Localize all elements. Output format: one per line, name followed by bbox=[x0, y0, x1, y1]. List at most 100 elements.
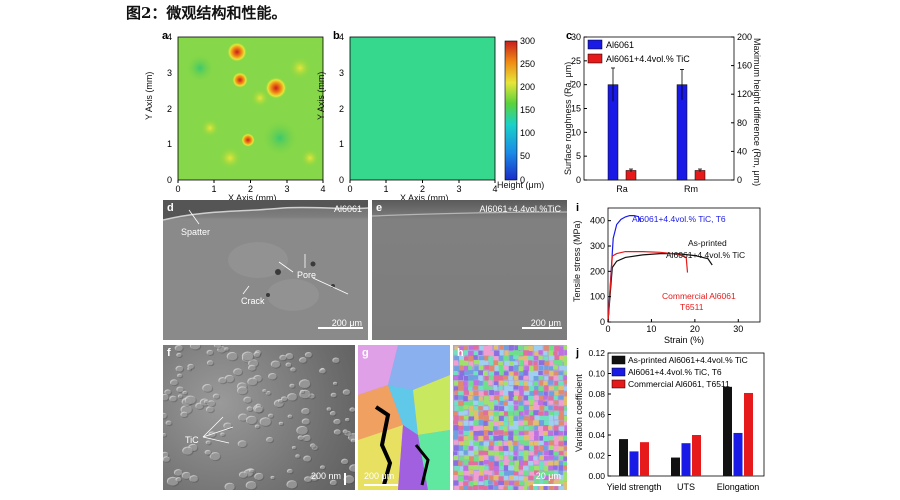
tic-particle bbox=[170, 379, 178, 386]
ebsd-grain bbox=[473, 360, 480, 365]
svg-text:1: 1 bbox=[211, 184, 216, 194]
panel-j-ytick-label: 0.04 bbox=[588, 430, 605, 440]
ebsd-grain bbox=[494, 371, 500, 377]
ebsd-grain bbox=[549, 345, 554, 352]
ebsd-grain bbox=[513, 400, 519, 405]
panel-h-scalebar: 20 μm bbox=[535, 471, 561, 481]
ebsd-grain bbox=[514, 365, 520, 371]
ebsd-grain bbox=[558, 420, 565, 426]
ebsd-grain bbox=[513, 475, 519, 481]
ebsd-grain bbox=[483, 486, 488, 490]
svg-text:0: 0 bbox=[520, 175, 525, 185]
legend-t6: Al6061+4.4vol.% TiC, T6 bbox=[628, 367, 722, 377]
ebsd-grain bbox=[509, 475, 515, 481]
ebsd-grain bbox=[489, 441, 495, 447]
ebsd-grain bbox=[523, 460, 530, 466]
panel-e-title: Al6061+4.4vol.%TiC bbox=[479, 204, 561, 214]
ebsd-grain bbox=[464, 401, 470, 407]
ebsd-grain bbox=[564, 446, 567, 451]
tic-particle bbox=[333, 429, 341, 435]
tic-particle bbox=[163, 451, 169, 458]
ebsd-grain bbox=[453, 455, 459, 461]
ebsd-grain bbox=[538, 411, 544, 416]
panel-a-label: a bbox=[162, 30, 169, 42]
ebsd-grain bbox=[453, 386, 459, 392]
ebsd-grain bbox=[488, 425, 495, 432]
ebsd-grain bbox=[473, 375, 478, 380]
ebsd-grain bbox=[494, 486, 499, 490]
panel-i-xtick-label: 20 bbox=[690, 324, 700, 334]
ebsd-grain bbox=[554, 420, 560, 425]
ebsd-grain bbox=[529, 485, 534, 490]
tic-particle bbox=[289, 383, 295, 388]
ebsd-grain bbox=[518, 375, 524, 380]
tic-particle bbox=[217, 345, 226, 353]
tic-particle bbox=[350, 438, 355, 443]
panel-j-bar bbox=[723, 386, 732, 476]
ebsd-grain bbox=[558, 371, 563, 376]
ebsd-grain bbox=[469, 425, 474, 430]
ebsd-grain bbox=[498, 355, 504, 361]
ebsd-grain bbox=[464, 460, 470, 465]
ebsd-grain bbox=[498, 480, 505, 486]
ebsd-grain bbox=[453, 425, 459, 431]
panel-h-label: h bbox=[457, 347, 464, 359]
ebsd-grain bbox=[473, 435, 479, 441]
ebsd-grain bbox=[463, 410, 468, 415]
ebsd-grain bbox=[513, 445, 518, 451]
tic-particle bbox=[163, 393, 169, 401]
ebsd-grain bbox=[493, 356, 499, 361]
tic-particle bbox=[213, 345, 222, 348]
ebsd-grain bbox=[499, 396, 505, 401]
ebsd-grain bbox=[564, 485, 567, 490]
ebsd-grain bbox=[498, 435, 505, 441]
ebsd-grain bbox=[554, 346, 560, 352]
ebsd-grain bbox=[544, 385, 549, 391]
annotation-t6: Al6061+4.4vol.% TiC, T6 bbox=[632, 214, 726, 224]
ebsd-grain bbox=[538, 345, 543, 352]
ebsd-grain bbox=[453, 435, 459, 440]
panel-i-curve bbox=[607, 215, 642, 323]
ebsd-grain bbox=[524, 430, 530, 435]
tic-particle bbox=[204, 449, 211, 455]
ebsd-grain bbox=[564, 406, 567, 413]
ebsd-grain bbox=[483, 370, 488, 376]
ebsd-grain bbox=[543, 350, 548, 356]
ebsd-grain bbox=[488, 485, 494, 490]
ebsd-grain bbox=[473, 385, 479, 390]
ebsd-grain bbox=[473, 431, 480, 437]
ebsd-grain bbox=[539, 485, 545, 490]
ebsd-grain bbox=[484, 396, 489, 402]
ebsd-grain bbox=[513, 435, 519, 441]
panel-i-label: i bbox=[576, 202, 579, 214]
tic-particle bbox=[345, 417, 350, 422]
ebsd-grain bbox=[513, 466, 519, 472]
panel-i-xlabel: Strain (%) bbox=[664, 335, 704, 345]
figure-title: 图2：微观结构和性能。 bbox=[126, 4, 287, 22]
tic-particle bbox=[238, 413, 248, 421]
ebsd-grain bbox=[563, 431, 567, 436]
ebsd-grain bbox=[524, 366, 530, 372]
ebsd-grain bbox=[509, 425, 516, 430]
panel-g-scalebar: 200 μm bbox=[364, 471, 395, 481]
ebsd-grain bbox=[558, 385, 564, 391]
ebsd-grain bbox=[538, 386, 544, 392]
ebsd-grain bbox=[488, 456, 495, 462]
tic-particle bbox=[332, 357, 340, 363]
svg-text:250: 250 bbox=[520, 59, 535, 69]
ebsd-grain bbox=[549, 391, 555, 398]
ebsd-grain bbox=[493, 411, 499, 417]
ebsd-grain bbox=[554, 410, 559, 417]
panel-g-label: g bbox=[362, 347, 369, 359]
ebsd-grain bbox=[463, 450, 468, 455]
ebsd-grain bbox=[509, 361, 515, 367]
tic-particle bbox=[254, 472, 264, 480]
tic-particle bbox=[280, 396, 288, 402]
ebsd-grain bbox=[549, 435, 554, 441]
ebsd-grain bbox=[548, 431, 554, 438]
panel-j-ytick-label: 0.12 bbox=[588, 348, 605, 358]
ebsd-grain bbox=[468, 486, 473, 490]
ebsd-grain bbox=[478, 400, 484, 407]
tic-particle bbox=[247, 377, 258, 386]
tic-particle bbox=[205, 406, 214, 413]
